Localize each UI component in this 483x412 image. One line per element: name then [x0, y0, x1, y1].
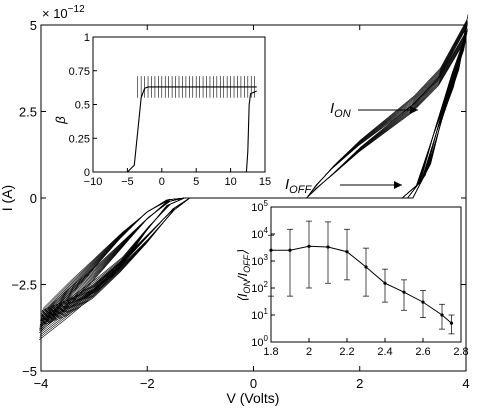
ioff-arrowhead — [394, 181, 402, 189]
ratio-point — [307, 244, 311, 248]
y-tick-label: −5 — [22, 364, 37, 379]
ratio-series — [268, 220, 455, 335]
ratio-inset: 1.8 2 2.2 2.4 2.6 2.8 100 101 102 103 104 105 ⟨ION… — [235, 199, 469, 358]
ratio-point — [383, 281, 387, 285]
y-multiplier: × 10−12 — [42, 4, 85, 21]
ion-arrowhead — [410, 106, 418, 114]
ratio-y-label: ⟨ION/IOFF⟩ — [235, 250, 252, 303]
ratio-inset-frame — [270, 206, 462, 343]
beta-inset-background — [93, 37, 265, 172]
y-tick-label: −2.5 — [11, 278, 37, 293]
ratio-x-tick-label: 2.4 — [377, 346, 392, 358]
beta-y-tick-label: 0.25 — [69, 133, 90, 145]
beta-y-label: β — [53, 116, 68, 125]
ratio-point — [345, 250, 349, 254]
ioff-label-base: I — [285, 176, 289, 193]
beta-x-ticks: −10 −5 0 5 10 15 — [84, 168, 271, 188]
beta-x-tick-label: 10 — [224, 176, 236, 188]
ratio-x-tick-label: 2.2 — [339, 346, 354, 358]
ratio-x-tick-label: 1.8 — [263, 346, 278, 358]
ion-label-base: I — [330, 100, 334, 117]
main-curves — [38, 14, 469, 341]
ion-label: ION — [330, 100, 351, 120]
ioff-label: IOFF — [285, 176, 312, 196]
y-multiplier-exponent: −12 — [68, 4, 85, 15]
main-chart: −4 −2 0 2 4 −5 −2.5 0 2.5 5 × 10−12 V (Volts) I … — [0, 4, 470, 406]
ratio-x-tick-label: 2.6 — [415, 346, 430, 358]
ratio-y-ticks: 100 101 102 103 104 105 — [251, 199, 275, 349]
beta-x-tick-label: 0 — [159, 176, 165, 188]
ion-annotation: ION — [330, 100, 418, 120]
main-x-ticks: −4 −2 0 2 4 — [34, 25, 470, 391]
y-tick-label: 0 — [30, 191, 37, 206]
ratio-x-tick-label: 2 — [306, 346, 312, 358]
ratio-point — [440, 313, 444, 317]
x-tick-label: 0 — [250, 376, 257, 391]
ratio-y-tick-label: 100 — [251, 334, 268, 349]
x-axis-label: V (Volts) — [227, 390, 280, 406]
sweep-up-curve — [42, 28, 469, 309]
ratio-x-ticks: 1.8 2 2.2 2.4 2.6 2.8 — [263, 338, 469, 358]
ratio-point — [326, 245, 330, 249]
ratio-point — [364, 265, 368, 269]
ratio-x-tick-label: 2.8 — [453, 346, 468, 358]
ioff-annotation: IOFF — [285, 176, 402, 196]
beta-x-tick-label: −5 — [121, 176, 134, 188]
ratio-y-tick-label: 104 — [251, 226, 268, 241]
beta-y-tick-label: 1 — [84, 32, 90, 44]
beta-y-ticks: 0 0.25 0.5 0.75 1 — [69, 32, 97, 179]
x-tick-label: −2 — [140, 376, 155, 391]
ratio-y-tick-label: 102 — [251, 280, 268, 295]
beta-x-tick-label: −10 — [84, 176, 103, 188]
ratio-y-tick-label: 105 — [251, 199, 268, 214]
y-tick-label: 2.5 — [19, 105, 37, 120]
ratio-point — [288, 248, 292, 252]
ratio-point — [402, 290, 406, 294]
beta-rise-curve — [127, 86, 257, 173]
beta-y-tick-label: 0.75 — [69, 66, 90, 78]
ratio-point — [449, 321, 454, 325]
y-multiplier-base: × 10 — [42, 6, 68, 21]
beta-y-tick-label: 0.5 — [75, 100, 90, 112]
main-y-ticks: −5 −2.5 0 2.5 5 — [11, 18, 466, 379]
y-axis-label: I (A) — [0, 185, 15, 211]
sweep-down-curve — [41, 30, 468, 316]
y-tick-label: 5 — [30, 18, 37, 33]
x-tick-label: 2 — [356, 376, 363, 391]
x-tick-label: 4 — [462, 376, 469, 391]
beta-x-tick-label: 15 — [259, 176, 271, 188]
ratio-point — [421, 300, 425, 304]
beta-y-tick-label: 0 — [84, 167, 90, 179]
ioff-label-sub: OFF — [289, 184, 312, 196]
beta-x-tick-label: 5 — [193, 176, 199, 188]
beta-inset: −10 −5 0 5 10 15 0 0.25 0.5 0.75 1 β — [53, 32, 271, 188]
ion-label-sub: ON — [334, 108, 351, 120]
ratio-y-tick-label: 103 — [251, 253, 268, 268]
x-tick-label: −4 — [34, 376, 49, 391]
ratio-y-tick-label: 101 — [251, 307, 268, 322]
